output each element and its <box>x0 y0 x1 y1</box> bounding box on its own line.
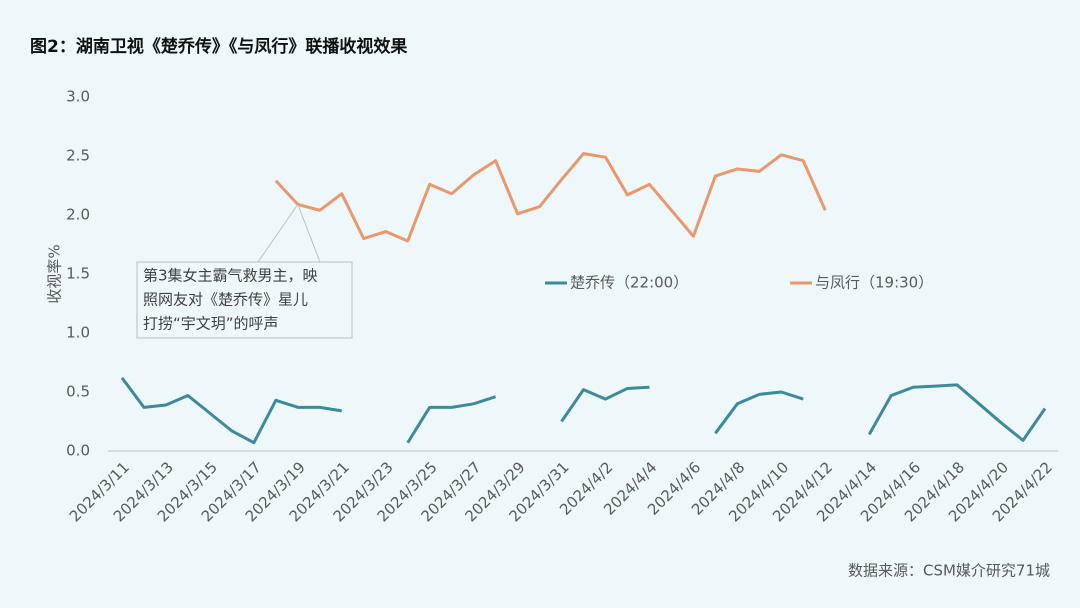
y-tick-label: 2.0 <box>66 206 90 224</box>
series-line <box>406 395 497 444</box>
y-axis-label: 收视率% <box>46 244 64 303</box>
callout <box>257 203 321 263</box>
series-line <box>120 376 343 445</box>
y-tick-label: 3.0 <box>66 88 90 106</box>
annotation-text: 照网友对《楚乔传》星儿 <box>143 291 308 309</box>
series-line <box>274 152 827 243</box>
series-line <box>714 390 804 435</box>
source: 数据来源：CSM媒介研究71城 <box>848 562 1050 580</box>
y-tick-label: 1.5 <box>66 265 90 283</box>
series-line <box>560 385 650 423</box>
legend-label: 与凤行（19:30） <box>815 274 933 292</box>
y-tick-label: 1.0 <box>66 324 90 342</box>
y-tick-label: 0.0 <box>66 442 90 460</box>
y-tick-label: 0.5 <box>66 383 90 401</box>
annotation-text: 打捞“宇文玥”的呼声 <box>143 315 279 333</box>
series-line <box>867 383 1047 442</box>
y-tick-label: 2.5 <box>66 147 90 165</box>
callout-box <box>136 261 353 339</box>
legend-label: 楚乔传（22:00） <box>570 274 688 292</box>
chart-title: 图2：湖南卫视《楚乔传》《与凤行》联播收视效果 <box>30 36 407 57</box>
annotation-text: 第3集女主霸气救男主，映 <box>143 267 318 285</box>
